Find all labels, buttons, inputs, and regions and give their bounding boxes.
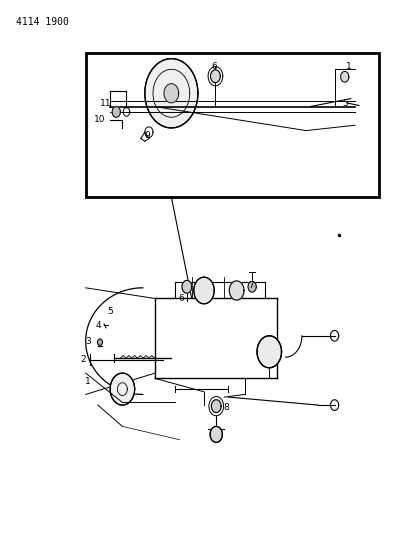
Text: 2: 2: [81, 356, 86, 364]
Text: 3: 3: [85, 337, 91, 345]
Text: 6: 6: [179, 294, 184, 303]
Polygon shape: [211, 400, 221, 413]
Text: 1: 1: [346, 62, 352, 71]
Polygon shape: [194, 277, 214, 304]
Polygon shape: [210, 426, 222, 442]
Polygon shape: [110, 373, 135, 405]
Text: 5: 5: [342, 100, 348, 108]
Text: 10: 10: [94, 116, 106, 124]
Text: 6: 6: [211, 62, 217, 71]
Polygon shape: [341, 71, 349, 82]
Text: 9: 9: [144, 132, 150, 140]
Polygon shape: [145, 59, 198, 128]
Polygon shape: [257, 336, 282, 368]
Text: 1: 1: [85, 377, 91, 385]
Text: 7: 7: [248, 281, 254, 289]
Polygon shape: [182, 280, 192, 293]
Text: 8: 8: [224, 403, 229, 412]
Bar: [86, 53, 379, 197]
Text: 11: 11: [100, 100, 112, 108]
Polygon shape: [229, 281, 244, 300]
Text: 4114 1900: 4114 1900: [16, 17, 69, 27]
Polygon shape: [164, 84, 179, 103]
Polygon shape: [211, 70, 220, 83]
Polygon shape: [112, 107, 120, 117]
Text: 4: 4: [95, 321, 101, 329]
Polygon shape: [248, 281, 256, 292]
Polygon shape: [98, 339, 102, 345]
Text: 5: 5: [107, 308, 113, 316]
